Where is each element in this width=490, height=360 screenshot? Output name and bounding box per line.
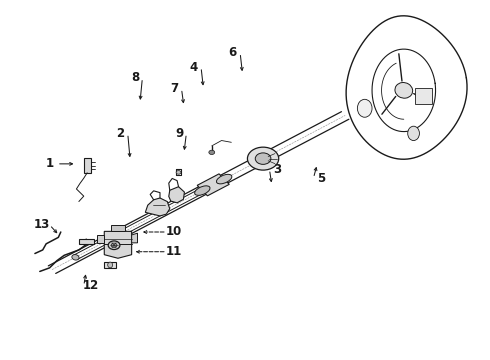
- Polygon shape: [197, 174, 229, 196]
- Polygon shape: [84, 158, 91, 173]
- Ellipse shape: [176, 171, 181, 174]
- Text: 3: 3: [273, 163, 281, 176]
- Ellipse shape: [357, 99, 372, 117]
- Polygon shape: [104, 231, 132, 258]
- Polygon shape: [97, 235, 104, 243]
- Text: 1: 1: [46, 157, 53, 170]
- Text: 13: 13: [34, 218, 50, 231]
- Ellipse shape: [72, 255, 79, 260]
- Polygon shape: [111, 225, 125, 231]
- Polygon shape: [79, 239, 94, 244]
- Polygon shape: [104, 262, 116, 268]
- Ellipse shape: [247, 147, 279, 170]
- Text: 11: 11: [166, 245, 182, 258]
- Text: 8: 8: [131, 71, 139, 84]
- Polygon shape: [146, 198, 170, 216]
- Ellipse shape: [108, 262, 113, 268]
- Polygon shape: [415, 88, 432, 104]
- Text: 12: 12: [83, 279, 99, 292]
- Text: 9: 9: [175, 127, 183, 140]
- Ellipse shape: [195, 186, 210, 195]
- Ellipse shape: [209, 150, 215, 154]
- Polygon shape: [169, 187, 184, 203]
- Ellipse shape: [111, 243, 117, 247]
- Text: 7: 7: [170, 82, 178, 95]
- Text: 10: 10: [166, 225, 182, 238]
- Ellipse shape: [217, 174, 232, 184]
- Text: 4: 4: [190, 60, 198, 73]
- Text: 5: 5: [317, 172, 325, 185]
- Ellipse shape: [108, 241, 120, 249]
- Polygon shape: [132, 233, 138, 243]
- Ellipse shape: [408, 126, 419, 140]
- Ellipse shape: [255, 153, 271, 165]
- Text: 6: 6: [229, 46, 237, 59]
- Ellipse shape: [395, 82, 413, 98]
- Text: 2: 2: [116, 127, 124, 140]
